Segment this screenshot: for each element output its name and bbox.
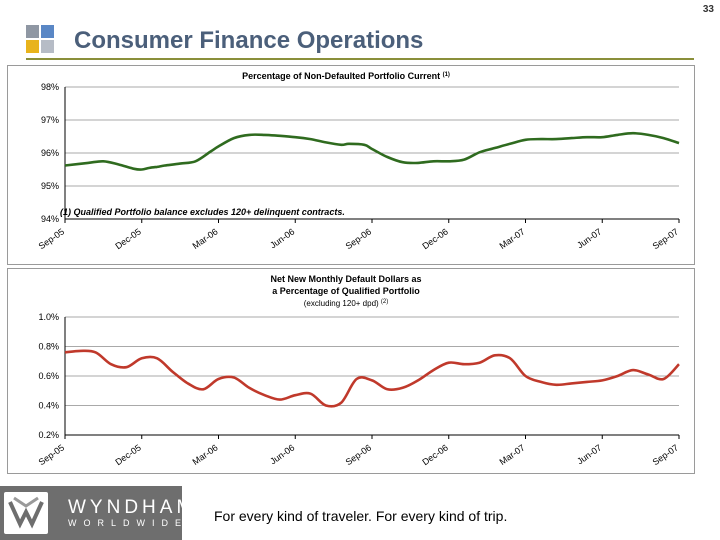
y-tick-label: 94% [41,214,59,224]
page-number: 33 [702,4,714,15]
x-tick-label: Sep-05 [37,226,67,251]
series-line-percent-current [64,131,680,171]
x-tick-label: Mar-06 [191,226,220,251]
y-tick-label: 1.0% [38,312,59,322]
y-tick-label: 97% [41,115,59,125]
wyndham-logo-icon [4,492,48,534]
x-tick-label: Jun-07 [575,442,603,466]
chart-2-title-line2: a Percentage of Qualified Portfolio [272,286,420,296]
chart-default-dollars-svg: 1.0% 0.8% 0.6% 0.4% 0.2% Sep-05 Dec-05 Mar-06 J… [37,274,681,467]
x-tick-label: Dec-05 [113,226,143,251]
chart-2-title-superscript: (2) [381,299,388,305]
chart-1-annotation: (1) Qualified Portfolio balance excludes… [60,207,345,217]
y-tick-label: 0.2% [38,430,59,440]
y-tick-label: 0.8% [38,342,59,352]
x-tick-label: Mar-06 [191,442,220,467]
x-tick-label: Dec-05 [113,442,143,467]
chart-percent-current: 98% 97% 96% 95% 94% Sep-05 Dec-05 Mar-06 Jun-06… [7,65,695,265]
x-tick-label: Dec-06 [420,226,450,251]
chart-2-title-line3: (excluding 120+ dpd) (2) [304,299,389,308]
brand-name: WYNDHAM [68,497,197,518]
x-tick-label: Jun-06 [268,442,296,466]
chart-2-title-line1: Net New Monthly Default Dollars as [270,274,421,284]
x-tick-label: Jun-06 [268,226,296,250]
y-tick-label: 98% [41,82,59,92]
x-tick-label: Mar-07 [498,442,527,467]
x-tick-label: Dec-06 [420,442,450,467]
page-title: Consumer Finance Operations [74,27,424,54]
chart-percent-current-svg: 98% 97% 96% 95% 94% Sep-05 Dec-05 Mar-06 Jun-06… [37,71,681,251]
header-squares-logo [26,25,54,53]
x-tick-label: Sep-07 [651,226,681,251]
chart-1-title: Percentage of Non-Defaulted Portfolio Cu… [242,71,450,81]
chart-2-title-line3-text: (excluding 120+ dpd) [304,299,379,308]
x-tick-label: Sep-05 [37,442,67,467]
chart-1-title-superscript: (1) [443,72,450,78]
chart-default-dollars: 1.0% 0.8% 0.6% 0.4% 0.2% Sep-05 Dec-05 Mar-06 J… [7,268,695,474]
brand-subtitle: WORLDWIDE [68,518,188,528]
x-tick-label: Mar-07 [498,226,527,251]
y-tick-label: 95% [41,181,59,191]
x-tick-label: Sep-06 [344,226,374,251]
x-tick-label: Sep-06 [344,442,374,467]
x-tick-label: Sep-07 [651,442,681,467]
footer-tagline: For every kind of traveler. For every ki… [214,508,508,524]
title-divider [26,58,694,60]
y-tick-label: 0.4% [38,401,59,411]
x-tick-label: Jun-07 [575,226,603,250]
chart-1-title-text: Percentage of Non-Defaulted Portfolio Cu… [242,71,440,81]
y-tick-label: 0.6% [38,371,59,381]
y-tick-label: 96% [41,148,59,158]
series-line-default-rate [64,349,680,408]
